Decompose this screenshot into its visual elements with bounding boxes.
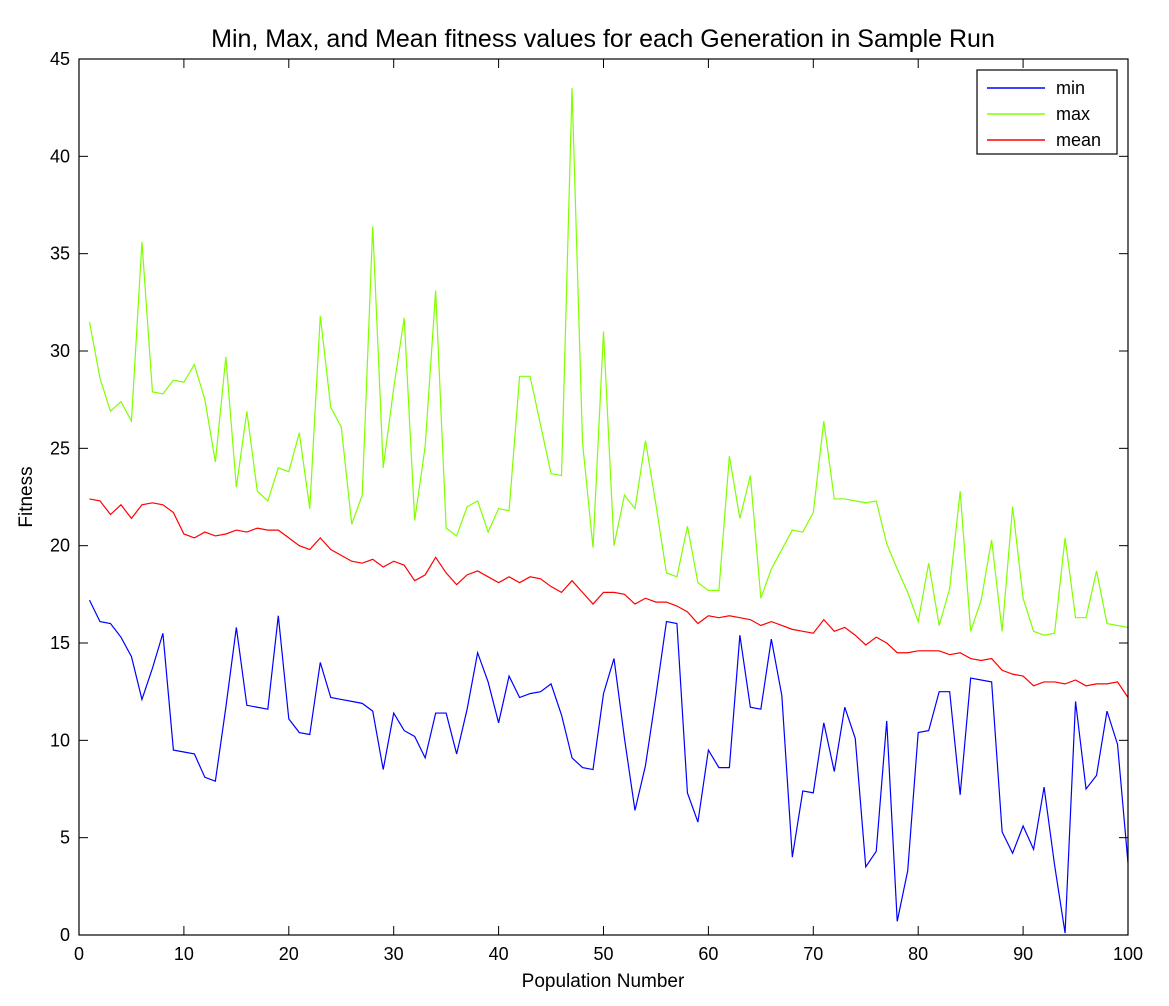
x-tick-label: 0: [74, 944, 84, 964]
series-layer: [88, 88, 1129, 934]
x-tick-label: 70: [803, 944, 823, 964]
axes-layer: 0 10 20 30 40 50 60 70 80 90 100 0 5 10 15 20 25 30 35 40 45: [50, 49, 1143, 964]
x-tick-label: 80: [908, 944, 928, 964]
y-tick-label: 35: [50, 244, 70, 264]
y-tick-label: 5: [60, 828, 70, 848]
y-tick-label: 45: [50, 49, 70, 69]
x-tick-label: 10: [174, 944, 194, 964]
plot-area: [79, 59, 1128, 935]
series-line-min: [88, 599, 1129, 934]
series-line-mean: [89, 498, 1129, 698]
y-tick-label: 0: [60, 925, 70, 945]
series-line-max: [88, 88, 1129, 636]
x-tick-label: 50: [593, 944, 613, 964]
y-axis-label: Fitness: [16, 466, 37, 527]
x-axis-label: Population Number: [522, 971, 685, 992]
chart-title: Min, Max, and Mean fitness values for ea…: [211, 25, 995, 53]
legend-label-mean: mean: [1056, 130, 1101, 150]
y-tick-label: 10: [50, 730, 70, 750]
x-tick-label: 20: [279, 944, 299, 964]
x-tick-label: 30: [384, 944, 404, 964]
x-tick-label: 40: [489, 944, 509, 964]
y-tick-label: 25: [50, 438, 70, 458]
legend: min max mean: [976, 69, 1118, 155]
plot-background: [79, 59, 1128, 935]
y-tick-label: 15: [50, 633, 70, 653]
y-tick-label: 20: [50, 536, 70, 556]
y-tick-label: 40: [50, 146, 70, 166]
x-tick-label: 60: [698, 944, 718, 964]
x-tick-label: 100: [1113, 944, 1143, 964]
legend-label-min: min: [1056, 78, 1085, 98]
y-tick-label: 30: [50, 341, 70, 361]
legend-label-max: max: [1056, 104, 1090, 124]
x-tick-label: 90: [1013, 944, 1033, 964]
